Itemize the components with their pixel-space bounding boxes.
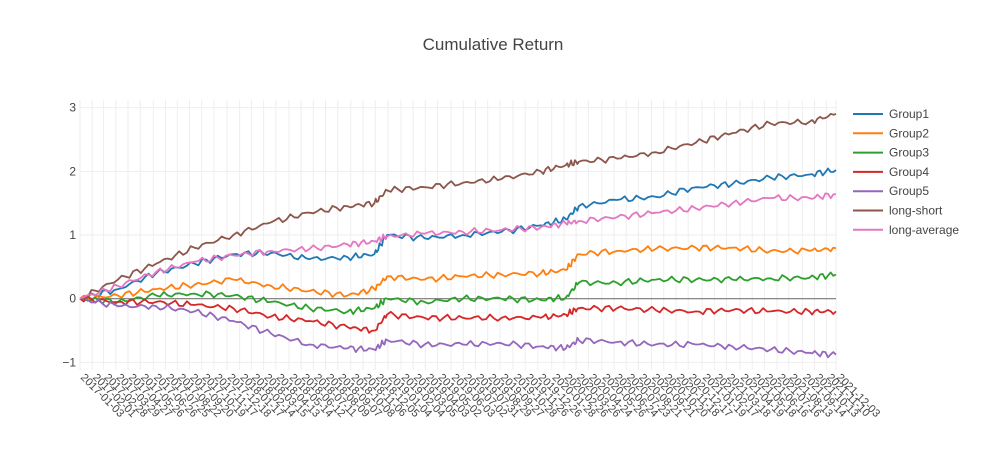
chart-title: Cumulative Return	[423, 35, 564, 54]
legend-label: long-average	[889, 223, 959, 237]
legend-label: Group1	[889, 107, 929, 121]
y-tick-label: 3	[69, 101, 76, 115]
grid	[79, 100, 837, 370]
legend-item-group1[interactable]: Group1	[853, 107, 929, 121]
legend-item-long-short[interactable]: long-short	[853, 204, 943, 218]
legend-item-group3[interactable]: Group3	[853, 146, 929, 160]
series-line-group1	[79, 167, 837, 300]
legend-item-group5[interactable]: Group5	[853, 184, 929, 198]
series-line-group5	[79, 297, 837, 359]
y-axis: −1 0 1 2 3	[62, 101, 76, 370]
legend-item-group4[interactable]: Group4	[853, 165, 929, 179]
legend-item-long-average[interactable]: long-average	[853, 223, 959, 237]
legend-label: Group3	[889, 146, 929, 160]
legend-label: long-short	[889, 204, 943, 218]
legend-label: Group4	[889, 165, 929, 179]
legend-item-group2[interactable]: Group2	[853, 126, 929, 140]
legend-label: Group2	[889, 126, 929, 140]
x-axis: 2017-01-032017-02-012017-02-282017-03-29…	[78, 372, 882, 420]
series-line-long-average	[79, 192, 837, 300]
series-layer	[79, 113, 837, 359]
legend-label: Group5	[889, 184, 929, 198]
legend[interactable]: Group1 Group2 Group3 Group4 Group5 long-short…	[853, 107, 959, 237]
y-tick-label: 2	[69, 164, 76, 178]
series-line-group2	[79, 244, 837, 302]
series-line-group3	[79, 271, 837, 316]
series-line-long-short	[79, 113, 837, 300]
series-line-group4	[79, 295, 837, 334]
y-tick-label: −1	[62, 355, 76, 369]
y-tick-label: 0	[69, 292, 76, 306]
y-tick-label: 1	[69, 228, 76, 242]
